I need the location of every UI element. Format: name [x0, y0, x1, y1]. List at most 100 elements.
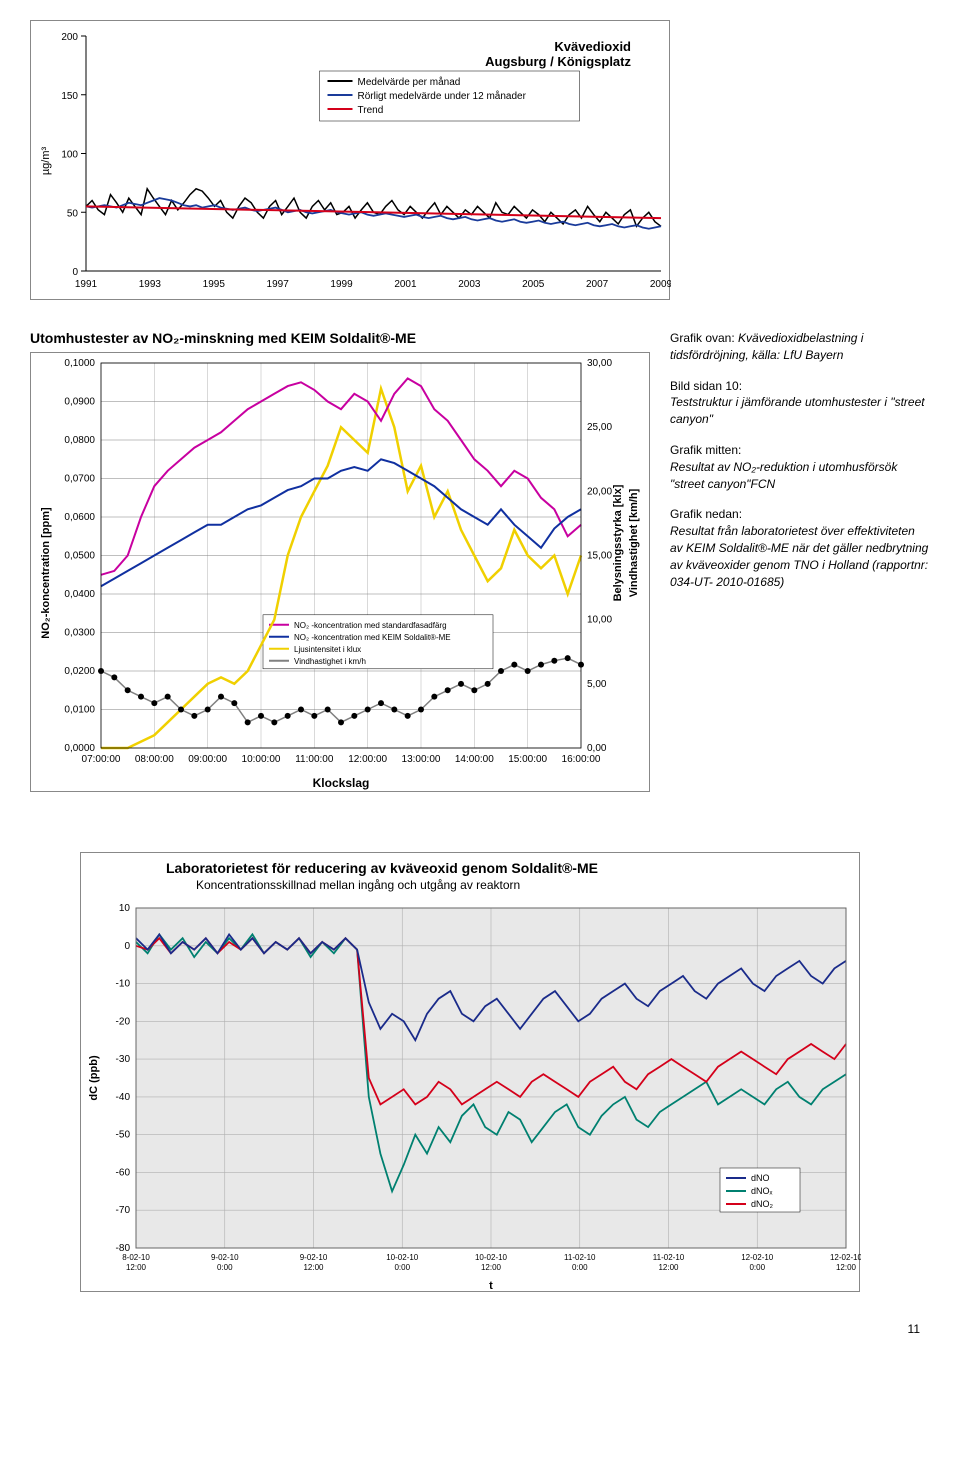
svg-text:0:00: 0:00 [394, 1263, 410, 1272]
svg-text:50: 50 [67, 208, 79, 219]
svg-text:Klockslag: Klockslag [313, 776, 370, 790]
svg-text:9-02-10: 9-02-10 [211, 1253, 239, 1262]
svg-text:0,0500: 0,0500 [64, 551, 95, 562]
svg-text:0,0200: 0,0200 [64, 666, 95, 677]
svg-text:12-02-10: 12-02-10 [830, 1253, 861, 1262]
svg-text:0:00: 0:00 [217, 1263, 233, 1272]
svg-text:1993: 1993 [139, 279, 162, 290]
svg-text:0,0400: 0,0400 [64, 589, 95, 600]
svg-text:12:00: 12:00 [836, 1263, 857, 1272]
svg-text:Vindhastighet [km/h]: Vindhastighet [km/h] [628, 488, 640, 597]
side-caption-text: Grafik ovan: Kvävedioxidbelastning i tid… [670, 330, 930, 604]
svg-text:NO₂-koncentration [ppm]: NO₂-koncentration [ppm] [40, 507, 52, 639]
svg-text:0:00: 0:00 [572, 1263, 588, 1272]
svg-text:200: 200 [61, 32, 78, 43]
svg-text:-10: -10 [116, 979, 131, 990]
svg-text:0,0800: 0,0800 [64, 435, 95, 446]
svg-text:16:00:00: 16:00:00 [562, 754, 601, 765]
svg-text:25,00: 25,00 [587, 422, 612, 433]
svg-text:0,0900: 0,0900 [64, 397, 95, 408]
svg-text:Vindhastighet i km/h: Vindhastighet i km/h [294, 657, 366, 666]
svg-text:2003: 2003 [458, 279, 481, 290]
svg-text:-70: -70 [116, 1205, 131, 1216]
svg-text:0:00: 0:00 [749, 1263, 765, 1272]
svg-text:12-02-10: 12-02-10 [741, 1253, 774, 1262]
svg-text:12:00: 12:00 [303, 1263, 324, 1272]
svg-text:10,00: 10,00 [587, 615, 612, 626]
svg-text:15:00:00: 15:00:00 [508, 754, 547, 765]
svg-text:Belysningsstyrka [klx]: Belysningsstyrka [klx] [612, 484, 624, 601]
svg-text:-50: -50 [116, 1130, 131, 1141]
svg-text:Rörligt medelvärde under 12 må: Rörligt medelvärde under 12 månader [358, 90, 527, 102]
svg-text:0,00: 0,00 [587, 743, 607, 754]
svg-text:Trend: Trend [358, 105, 384, 116]
svg-text:10:00:00: 10:00:00 [242, 754, 281, 765]
svg-text:12:00: 12:00 [481, 1263, 502, 1272]
chart-outdoor-test: Utomhustester av NO₂-minskning med KEIM … [30, 330, 650, 822]
svg-text:10-02-10: 10-02-10 [475, 1253, 508, 1262]
svg-text:0: 0 [72, 267, 78, 278]
svg-text:09:00:00: 09:00:00 [188, 754, 227, 765]
svg-text:08:00:00: 08:00:00 [135, 754, 174, 765]
svg-text:0,0700: 0,0700 [64, 474, 95, 485]
svg-text:11-02-10: 11-02-10 [564, 1253, 596, 1262]
svg-text:1999: 1999 [330, 279, 353, 290]
svg-text:15,00: 15,00 [587, 551, 612, 562]
svg-text:2001: 2001 [394, 279, 417, 290]
svg-text:dNO₂: dNO₂ [751, 1199, 774, 1209]
chart-lab-test: Laboratorietest för reducering av kväveo… [80, 852, 860, 1292]
svg-text:Medelvärde per månad: Medelvärde per månad [358, 76, 461, 88]
chart2-title: Utomhustester av NO₂-minskning med KEIM … [30, 330, 650, 346]
svg-text:11:00:00: 11:00:00 [295, 754, 334, 765]
svg-text:0,1000: 0,1000 [64, 358, 95, 369]
svg-text:30,00: 30,00 [587, 358, 612, 369]
svg-text:1995: 1995 [203, 279, 226, 290]
svg-text:2009: 2009 [650, 279, 671, 290]
chart2-svg: 0,0000 0,0100 0,0200 0,0300 0,0400 0,0500 0,06… [31, 353, 651, 793]
svg-text:0,0600: 0,0600 [64, 512, 95, 523]
svg-text:12:00: 12:00 [658, 1263, 679, 1272]
svg-text:-20: -20 [116, 1016, 131, 1027]
svg-text:-30: -30 [116, 1054, 131, 1065]
svg-text:t: t [489, 1280, 493, 1292]
svg-text:NO₂ -koncentration med KEIM So: NO₂ -koncentration med KEIM Soldalit®-ME [294, 633, 451, 642]
svg-text:10-02-10: 10-02-10 [386, 1253, 419, 1262]
svg-text:0,0000: 0,0000 [64, 743, 95, 754]
svg-text:Kvävedioxid: Kvävedioxid [554, 39, 631, 54]
svg-text:2005: 2005 [522, 279, 545, 290]
svg-text:-60: -60 [116, 1167, 131, 1178]
page-number: 11 [30, 1322, 930, 1336]
svg-text:Koncentrationsskillnad mellan: Koncentrationsskillnad mellan ingång och… [196, 878, 520, 892]
svg-text:2007: 2007 [586, 279, 609, 290]
svg-text:07:00:00: 07:00:00 [82, 754, 121, 765]
svg-text:11-02-10: 11-02-10 [653, 1253, 685, 1262]
svg-text:µg/m³: µg/m³ [40, 146, 52, 175]
svg-text:dC (ppb): dC (ppb) [88, 1055, 100, 1101]
svg-text:-40: -40 [116, 1092, 131, 1103]
svg-text:20,00: 20,00 [587, 486, 612, 497]
svg-text:0,0300: 0,0300 [64, 628, 95, 639]
svg-text:Augsburg / Königsplatz: Augsburg / Königsplatz [485, 54, 631, 69]
svg-text:dNO: dNO [751, 1173, 770, 1183]
svg-text:1997: 1997 [267, 279, 290, 290]
chart3-svg: Laboratorietest för reducering av kväveo… [81, 853, 861, 1293]
svg-text:8-02-10: 8-02-10 [122, 1253, 150, 1262]
svg-text:150: 150 [61, 91, 78, 102]
svg-text:0,0100: 0,0100 [64, 705, 95, 716]
svg-text:1991: 1991 [75, 279, 98, 290]
svg-text:14:00:00: 14:00:00 [455, 754, 494, 765]
svg-text:5,00: 5,00 [587, 679, 607, 690]
chart-nitrogen-dioxide-trend: 0 50 100 150 200 1991 1993 1995 1997 1999 2001 2003… [30, 20, 670, 300]
svg-text:dNOₓ: dNOₓ [751, 1186, 773, 1196]
svg-text:12:00:00: 12:00:00 [348, 754, 387, 765]
svg-text:Laboratorietest för reducering: Laboratorietest för reducering av kväveo… [166, 860, 598, 876]
svg-text:13:00:00: 13:00:00 [402, 754, 441, 765]
svg-text:10: 10 [119, 903, 131, 914]
svg-text:NO₂ -koncentration med standar: NO₂ -koncentration med standardfasadfärg [294, 621, 447, 630]
svg-text:100: 100 [61, 150, 78, 161]
svg-text:0: 0 [124, 941, 130, 952]
svg-text:9-02-10: 9-02-10 [300, 1253, 328, 1262]
svg-text:12:00: 12:00 [126, 1263, 147, 1272]
svg-text:Ljusintensitet i klux: Ljusintensitet i klux [294, 645, 361, 654]
chart1-svg: 0 50 100 150 200 1991 1993 1995 1997 1999 2001 2003… [31, 21, 671, 301]
